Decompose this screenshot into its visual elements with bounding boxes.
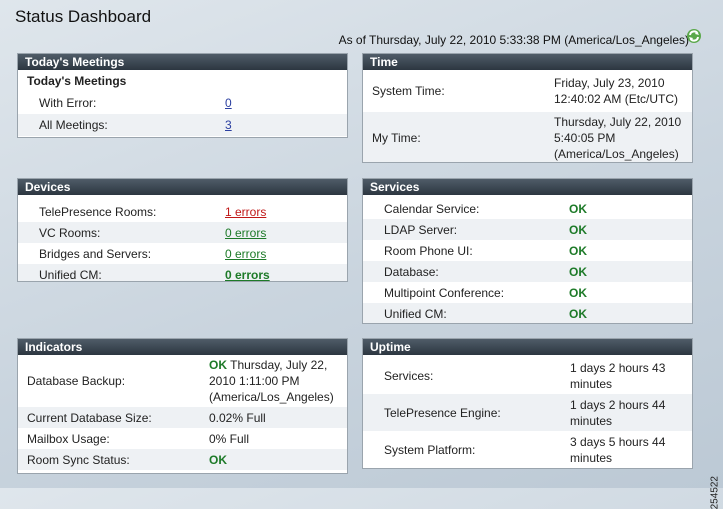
- panel-header: Devices: [18, 179, 347, 195]
- panel-header: Uptime: [363, 339, 692, 355]
- table-row: Calendar Service: OK: [363, 198, 692, 219]
- row-label: My Time:: [372, 130, 421, 145]
- panel-header: Services: [363, 179, 692, 195]
- row-label: Unified CM:: [384, 306, 447, 321]
- status-ok: OK: [569, 201, 587, 216]
- services-panel: Services Calendar Service: OK LDAP Serve…: [362, 178, 693, 324]
- page-title: Status Dashboard: [15, 7, 152, 26]
- telepresence-rooms-errors-link[interactable]: 1 errors: [225, 204, 267, 219]
- row-label: Current Database Size:: [27, 410, 152, 425]
- table-row: TelePresence Rooms: 1 errors: [18, 201, 347, 222]
- row-label: Database Backup:: [27, 374, 126, 388]
- todays-meetings-panel: Today's Meetings Today's Meetings With E…: [17, 53, 348, 138]
- all-meetings-link[interactable]: 3: [225, 118, 232, 132]
- system-time-value: Friday, July 23, 2010 12:40:02 AM (Etc/UT…: [554, 76, 679, 106]
- row-label: TelePresence Rooms:: [39, 204, 157, 219]
- database-backup-value: OK Thursday, July 22, 2010 1:11:00 PM (Ame…: [209, 358, 334, 404]
- row-label: Services:: [384, 369, 434, 383]
- table-row: My Time: Thursday, July 22, 2010 5:40:05 …: [363, 112, 692, 162]
- my-time-value: Thursday, July 22, 2010 5:40:05 PM (Americ…: [554, 114, 682, 161]
- row-label: Multipoint Conference:: [384, 285, 505, 300]
- status-ok: OK: [569, 222, 587, 237]
- table-row: Room Phone UI: OK: [363, 240, 692, 261]
- table-row: Database: OK: [363, 261, 692, 282]
- row-label: TelePresence Engine:: [384, 405, 501, 420]
- bridges-servers-errors-link[interactable]: 0 errors: [225, 246, 267, 261]
- row-label: Database:: [384, 264, 439, 279]
- uptime-panel: Uptime Services: 1 days 2 hours 43 minute…: [362, 338, 693, 469]
- table-row: Bridges and Servers: 0 errors: [18, 243, 347, 264]
- table-row: System Platform: 3 days 5 hours 44 minute…: [363, 431, 692, 468]
- with-error-link[interactable]: 0: [225, 96, 232, 110]
- as-of-timestamp: As of Thursday, July 22, 2010 5:33:38 PM…: [338, 33, 689, 47]
- row-label: Mailbox Usage:: [27, 431, 110, 446]
- panel-header: Time: [363, 54, 692, 70]
- uptime-value: 1 days 2 hours 44 minutes: [570, 397, 666, 428]
- row-label: Unified CM:: [39, 267, 102, 282]
- indicators-panel: Indicators Database Backup: OK Thursday,…: [17, 338, 348, 474]
- row-label: Bridges and Servers:: [39, 246, 152, 261]
- row-label: System Time:: [372, 84, 445, 98]
- table-row: All Meetings: 3: [18, 114, 347, 136]
- row-label: System Platform:: [384, 442, 476, 457]
- table-row: Unified CM: OK: [363, 303, 692, 323]
- panel-header: Today's Meetings: [18, 54, 347, 70]
- table-row: Mailbox Usage: 0% Full: [18, 428, 347, 449]
- table-row: TelePresence Engine: 1 days 2 hours 44 mi…: [363, 394, 692, 431]
- table-row: VC Rooms: 0 errors: [18, 222, 347, 243]
- table-row: Current Database Size: 0.02% Full: [18, 407, 347, 428]
- table-row: Room Sync Status: OK: [18, 449, 347, 470]
- row-label: All Meetings:: [39, 118, 108, 132]
- row-label: Room Phone UI:: [384, 243, 473, 258]
- table-row: Unified CM: 0 errors: [18, 264, 347, 282]
- status-ok: OK: [569, 285, 587, 300]
- panel-header: Indicators: [18, 339, 347, 355]
- row-label: Calendar Service:: [384, 201, 480, 216]
- table-row: Database Backup: OK Thursday, July 22, 20…: [18, 355, 347, 407]
- status-ok: OK: [209, 452, 227, 467]
- row-label: With Error:: [39, 96, 97, 110]
- database-size-value: 0.02% Full: [209, 410, 266, 425]
- row-label: VC Rooms:: [39, 225, 101, 240]
- time-panel: Time System Time: Friday, July 23, 2010 1…: [362, 53, 693, 163]
- table-row: System Time: Friday, July 23, 2010 12:40:…: [363, 70, 692, 112]
- status-ok: OK: [569, 243, 587, 258]
- refresh-icon[interactable]: [685, 27, 703, 45]
- meetings-subheading: Today's Meetings: [18, 70, 347, 92]
- devices-panel: Devices TelePresence Rooms: 1 errors VC …: [17, 178, 348, 282]
- vc-rooms-errors-link[interactable]: 0 errors: [225, 225, 267, 240]
- row-label: Room Sync Status:: [27, 452, 130, 467]
- row-label: LDAP Server:: [384, 222, 458, 237]
- table-row: With Error: 0: [18, 92, 347, 114]
- unified-cm-errors-link[interactable]: 0 errors: [225, 267, 270, 282]
- uptime-value: 1 days 2 hours 43 minutes: [570, 361, 666, 391]
- uptime-value: 3 days 5 hours 44 minutes: [570, 434, 666, 465]
- subheading-label: Today's Meetings: [27, 74, 127, 88]
- table-row: Services: 1 days 2 hours 43 minutes: [363, 358, 692, 394]
- figure-id: 254522: [709, 476, 720, 509]
- mailbox-usage-value: 0% Full: [209, 431, 250, 446]
- table-row: LDAP Server: OK: [363, 219, 692, 240]
- table-row: Multipoint Conference: OK: [363, 282, 692, 303]
- status-ok: OK: [569, 306, 587, 321]
- status-ok: OK: [569, 264, 587, 279]
